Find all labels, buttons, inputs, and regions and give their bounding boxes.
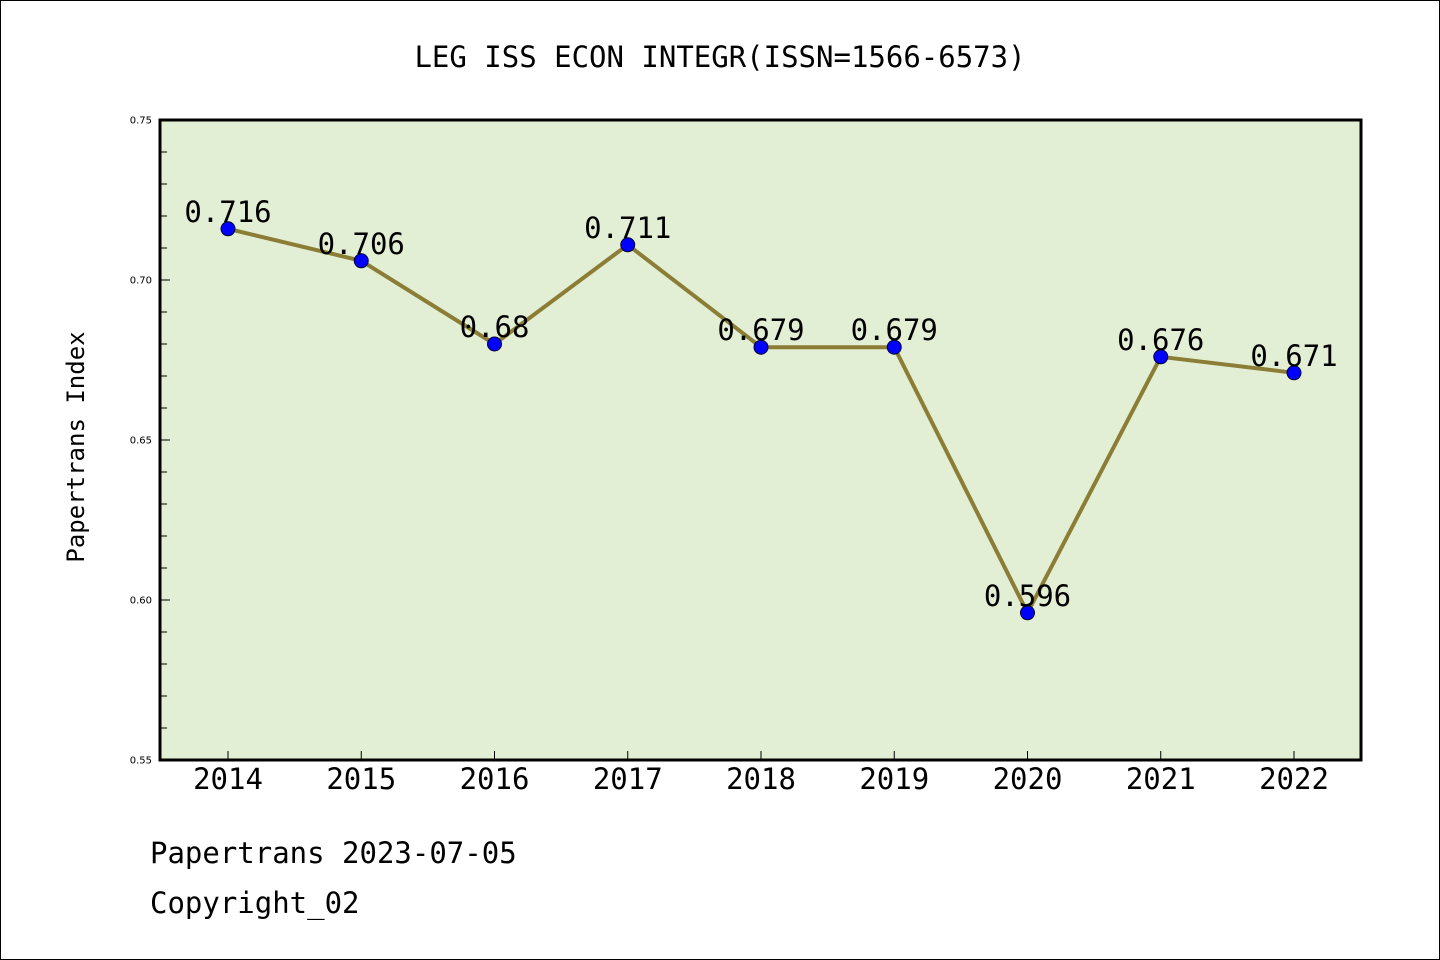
data-label: 0.679 xyxy=(717,313,804,347)
data-label: 0.706 xyxy=(318,227,405,261)
data-label: 0.679 xyxy=(851,313,938,347)
series-markers xyxy=(220,221,1302,621)
data-label: 0.671 xyxy=(1250,339,1337,373)
x-tick-label: 2016 xyxy=(460,762,530,796)
x-tick-label: 2018 xyxy=(726,762,796,796)
data-point-marker xyxy=(1153,349,1169,365)
x-axis-ticks xyxy=(227,751,1295,760)
x-axis-tick-labels: 2014 2015 2016 2017 2018 2019 2020 2021 2022 xyxy=(193,762,1329,796)
data-point-marker xyxy=(353,253,369,269)
y-tick-label: 0.60 xyxy=(130,596,152,607)
plot-area xyxy=(158,118,1363,762)
data-label: 0.716 xyxy=(184,195,271,229)
data-label: 0.596 xyxy=(984,579,1071,613)
chart-title: LEG ISS ECON INTEGR(ISSN=1566-6573) xyxy=(414,40,1025,74)
data-point-marker xyxy=(1286,365,1302,381)
x-tick-label: 2019 xyxy=(859,762,929,796)
y-tick-label: 0.75 xyxy=(130,116,152,127)
data-label: 0.676 xyxy=(1117,323,1204,357)
data-point-marker xyxy=(753,339,769,355)
x-tick-label: 2020 xyxy=(993,762,1063,796)
y-tick-label: 0.70 xyxy=(130,276,152,287)
data-point-marker xyxy=(220,221,236,237)
x-tick-label: 2014 xyxy=(193,762,263,796)
data-labels: 0.716 0.706 0.68 0.711 0.679 0.679 0.596 0.676 0… xyxy=(184,195,1337,613)
x-tick-label: 2017 xyxy=(593,762,663,796)
x-tick-label: 2015 xyxy=(326,762,396,796)
data-point-marker xyxy=(620,237,636,253)
data-label: 0.68 xyxy=(460,310,530,344)
x-tick-label: 2022 xyxy=(1259,762,1329,796)
y-axis-label: Papertrans Index xyxy=(62,331,90,562)
data-point-marker xyxy=(1020,605,1035,621)
footer-date-text: Papertrans 2023-07-05 xyxy=(150,836,517,870)
y-tick-label: 0.65 xyxy=(130,436,152,447)
y-axis-ticks xyxy=(160,119,170,761)
footer-copyright-text: Copyright_02 xyxy=(150,886,360,920)
y-tick-label: 0.55 xyxy=(130,756,152,767)
y-axis-tick-labels: 0.55 0.60 0.65 0.70 0.75 xyxy=(130,116,152,767)
data-point-marker xyxy=(487,336,502,352)
data-label: 0.711 xyxy=(584,211,671,245)
data-point-marker xyxy=(886,339,902,355)
x-tick-label: 2021 xyxy=(1126,762,1196,796)
